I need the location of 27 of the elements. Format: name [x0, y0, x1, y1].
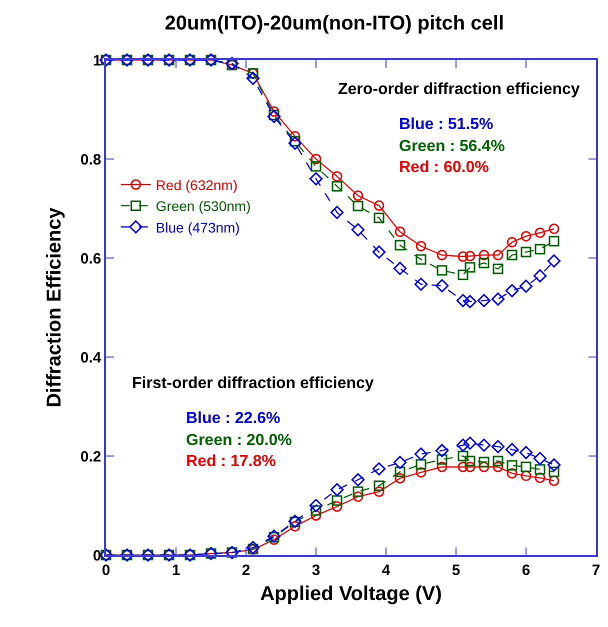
x-axis-title: Applied Voltage (V) [260, 582, 442, 605]
annotation: Green : 56.4% [399, 138, 505, 155]
x-tick-label: 7 [592, 562, 600, 579]
y-tick-label: 1 [92, 52, 102, 70]
y-tick-label: 0.2 [80, 448, 102, 466]
y-axis-title: Diffraction Efficiency [43, 206, 66, 408]
annotation: Blue : 22.6% [186, 410, 280, 427]
annotation: Green : 20.0% [186, 432, 292, 449]
y-tick-label: 0.8 [80, 151, 102, 168]
x-tick-label: 1 [172, 562, 180, 579]
annotation: First-order diffraction efficiency [132, 375, 374, 392]
annotation: Red : 60.0% [399, 159, 489, 176]
x-tick-label: 4 [382, 562, 391, 579]
legend-label: Blue (473nm) [156, 219, 240, 236]
x-tick-label: 3 [312, 562, 320, 579]
legend-label: Red (632nm) [156, 176, 238, 193]
x-tick-label: 5 [452, 562, 460, 579]
legend-label: Green (530nm) [156, 198, 251, 214]
chart-title: 20um(ITO)-20um(non-ITO) pitch cell [164, 12, 504, 35]
annotation: Blue : 51.5% [399, 116, 494, 133]
annotation: Red : 17.8% [186, 453, 276, 470]
y-tick-label: 0.6 [80, 250, 102, 268]
x-tick-label: 2 [242, 562, 250, 579]
x-tick-label: 6 [522, 562, 530, 579]
y-tick-label: 0.4 [80, 349, 102, 366]
annotation: Zero-order diffraction efficiency [338, 81, 580, 98]
y-tick-label: 0 [92, 547, 102, 564]
